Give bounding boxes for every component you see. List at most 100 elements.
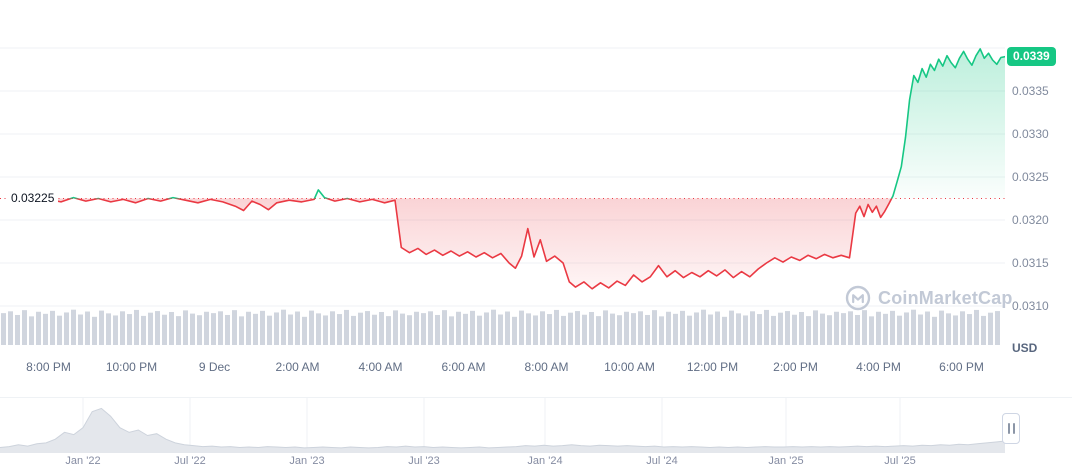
coinmarketcap-watermark: CoinMarketCap — [845, 285, 1013, 311]
mini-axis-label: Jan '22 — [65, 455, 101, 467]
volume-bar — [659, 316, 664, 345]
brush-handle[interactable] — [1002, 413, 1020, 444]
volume-bar — [589, 311, 594, 345]
volume-bar — [15, 314, 20, 345]
volume-bar — [631, 313, 636, 345]
volume-bar — [771, 315, 776, 345]
volume-bar — [547, 314, 552, 345]
volume-bar — [239, 316, 244, 345]
volume-bar — [624, 311, 629, 345]
volume-bar — [561, 315, 566, 345]
volume-bar — [960, 311, 965, 345]
volume-bar — [750, 311, 755, 345]
volume-bar — [204, 311, 209, 345]
volume-bar — [652, 310, 657, 345]
volume-bar — [519, 310, 524, 345]
volume-bar — [120, 311, 125, 345]
watermark-text: CoinMarketCap — [878, 287, 1013, 308]
mini-axis-label: Jan '25 — [768, 455, 804, 467]
volume-bar — [351, 315, 356, 345]
volume-bar — [43, 313, 48, 345]
volume-bar — [925, 311, 930, 345]
volume-bar — [575, 311, 580, 345]
y-axis-tick: 0.0315 — [1012, 256, 1049, 270]
volume-bar — [407, 315, 412, 345]
volume-bar — [981, 315, 986, 345]
mini-axis-label: Jul '25 — [884, 455, 916, 467]
volume-bar — [386, 316, 391, 345]
x-axis-tick: 2:00 AM — [275, 360, 320, 374]
volume-bar — [337, 314, 342, 345]
volume-bar — [918, 314, 923, 345]
volume-bar — [820, 313, 825, 345]
volume-bar — [141, 315, 146, 345]
volume-bar — [379, 311, 384, 345]
y-axis-tick: 0.0335 — [1012, 84, 1049, 98]
volume-bar — [267, 315, 272, 345]
volume-bar — [974, 309, 979, 345]
volume-bar — [134, 309, 139, 345]
area-below-reference — [11, 198, 1005, 289]
volume-bar — [309, 310, 314, 345]
volume-bar — [603, 310, 608, 345]
volume-bar — [260, 310, 265, 345]
volume-bar — [435, 314, 440, 345]
volume-bar — [897, 315, 902, 345]
x-axis-tick: 10:00 PM — [105, 360, 158, 374]
volume-bar — [197, 315, 202, 345]
x-axis-tick: 6:00 PM — [939, 360, 984, 374]
mini-axis-label: Jul '23 — [408, 455, 440, 467]
volume-bar — [155, 311, 160, 345]
volume-bar — [99, 310, 104, 345]
x-axis-tick: 6:00 AM — [441, 360, 486, 374]
volume-bar — [288, 314, 293, 345]
volume-bar — [834, 311, 839, 345]
volume-bar — [701, 309, 706, 345]
volume-bar — [113, 315, 118, 345]
currency-label: USD — [1012, 341, 1038, 355]
x-axis-tick: 4:00 PM — [856, 360, 901, 374]
volume-bar — [64, 312, 69, 345]
volume-bar — [302, 316, 307, 345]
volume-bar — [666, 311, 671, 345]
mini-axis-label: Jan '24 — [527, 455, 563, 467]
volume-bar — [617, 315, 622, 345]
volume-bar — [904, 312, 909, 345]
volume-bar — [421, 313, 426, 345]
volume-bar — [274, 312, 279, 345]
brush-handle-grip-icon — [1012, 423, 1015, 434]
volume-bar — [358, 312, 363, 345]
volume-bar — [932, 316, 937, 345]
volume-bar — [78, 314, 83, 345]
volume-bar — [813, 310, 818, 345]
volume-bar — [505, 311, 510, 345]
volume-bar — [778, 312, 783, 345]
mini-area[interactable] — [0, 408, 1005, 453]
volume-bar — [708, 314, 713, 345]
area-above-reference — [11, 48, 1005, 199]
volume-bar — [855, 314, 860, 345]
volume-bar — [295, 311, 300, 345]
volume-bar — [596, 316, 601, 345]
coinmarketcap-logo-icon — [845, 285, 871, 311]
volume-bar — [57, 315, 62, 345]
volume-bar — [785, 311, 790, 345]
volume-bar — [1, 313, 6, 345]
volume-bar — [344, 309, 349, 345]
volume-bar — [29, 316, 34, 345]
volume-bar — [330, 311, 335, 345]
volume-bar — [316, 313, 321, 345]
volume-bar — [372, 314, 377, 345]
volume-bar — [526, 313, 531, 345]
volume-bar — [799, 311, 804, 345]
volume-bar — [610, 313, 615, 345]
volume-bar — [848, 311, 853, 345]
x-axis-tick: 9 Dec — [198, 360, 231, 374]
volume-bar — [414, 311, 419, 345]
volume-bar — [85, 311, 90, 345]
brush-handle-grip-icon — [1007, 423, 1010, 434]
current-price-badge: 0.0339 — [1007, 46, 1056, 66]
volume-bar — [211, 313, 216, 345]
volume-bar — [841, 313, 846, 345]
